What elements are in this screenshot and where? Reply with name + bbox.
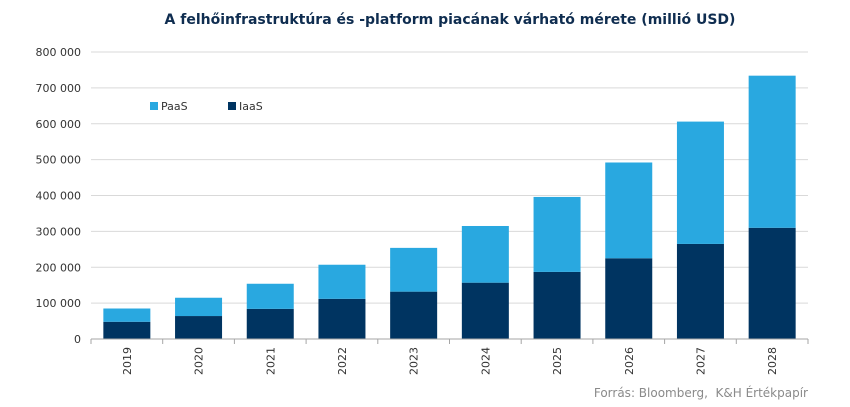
bar-iaas-2028 [748, 227, 796, 339]
bars [103, 75, 796, 339]
source-note: Forrás: Bloomberg, K&H Értékpapír [593, 386, 808, 400]
legend-label-paas: PaaS [161, 100, 188, 113]
x-tick-label: 2026 [623, 347, 636, 375]
x-tick-label: 2022 [336, 347, 349, 375]
bar-paas-2028 [748, 75, 796, 228]
y-axis-ticks: 0 100 000 200 000 300 000 400 000 500 000 600 … [36, 46, 82, 346]
bar-paas-2020 [175, 297, 223, 317]
y-tick-label: 500 000 [36, 154, 82, 167]
y-tick-label: 0 [74, 333, 81, 346]
y-tick-label: 100 000 [36, 297, 82, 310]
y-tick-label: 700 000 [36, 82, 82, 95]
chart-title: A felhőinfrastruktúra és -platform piacá… [164, 12, 736, 28]
x-tick-label: 2027 [694, 347, 707, 375]
x-tick-label: 2020 [193, 347, 206, 375]
bar-iaas-2023 [390, 291, 438, 339]
bar-paas-2026 [605, 162, 653, 259]
bar-paas-2024 [461, 225, 509, 283]
bar-iaas-2020 [175, 316, 223, 339]
bar-iaas-2024 [461, 282, 509, 339]
x-axis-ticks: 2019 2020 2021 2022 2023 2024 2025 2026 2027 2028 [121, 347, 779, 375]
bar-iaas-2021 [246, 308, 294, 339]
x-tick-label: 2025 [551, 347, 564, 375]
x-axis [90, 338, 809, 344]
legend-label-iaas: IaaS [239, 100, 263, 113]
bar-paas-2023 [390, 247, 438, 292]
x-tick-label: 2028 [766, 347, 779, 375]
bar-iaas-2027 [676, 243, 724, 339]
y-tick-label: 600 000 [36, 118, 82, 131]
bar-paas-2019 [103, 308, 151, 322]
bar-iaas-2019 [103, 321, 151, 339]
x-tick-label: 2024 [479, 347, 492, 375]
bar-iaas-2025 [533, 271, 581, 339]
legend-swatch-paas [150, 102, 158, 110]
x-tick-label: 2021 [264, 347, 277, 375]
legend: PaaS IaaS [150, 100, 263, 113]
bar-paas-2022 [318, 264, 366, 299]
y-tick-label: 400 000 [36, 190, 82, 203]
bar-iaas-2026 [605, 258, 653, 339]
legend-swatch-iaas [228, 102, 236, 110]
x-tick-label: 2023 [408, 347, 421, 375]
x-tick-label: 2019 [121, 347, 134, 375]
bar-paas-2027 [676, 121, 724, 244]
y-tick-label: 800 000 [36, 46, 82, 59]
bar-paas-2021 [246, 283, 294, 309]
y-tick-label: 200 000 [36, 261, 82, 274]
bar-iaas-2022 [318, 298, 366, 339]
y-tick-label: 300 000 [36, 225, 82, 238]
bar-paas-2025 [533, 196, 581, 272]
